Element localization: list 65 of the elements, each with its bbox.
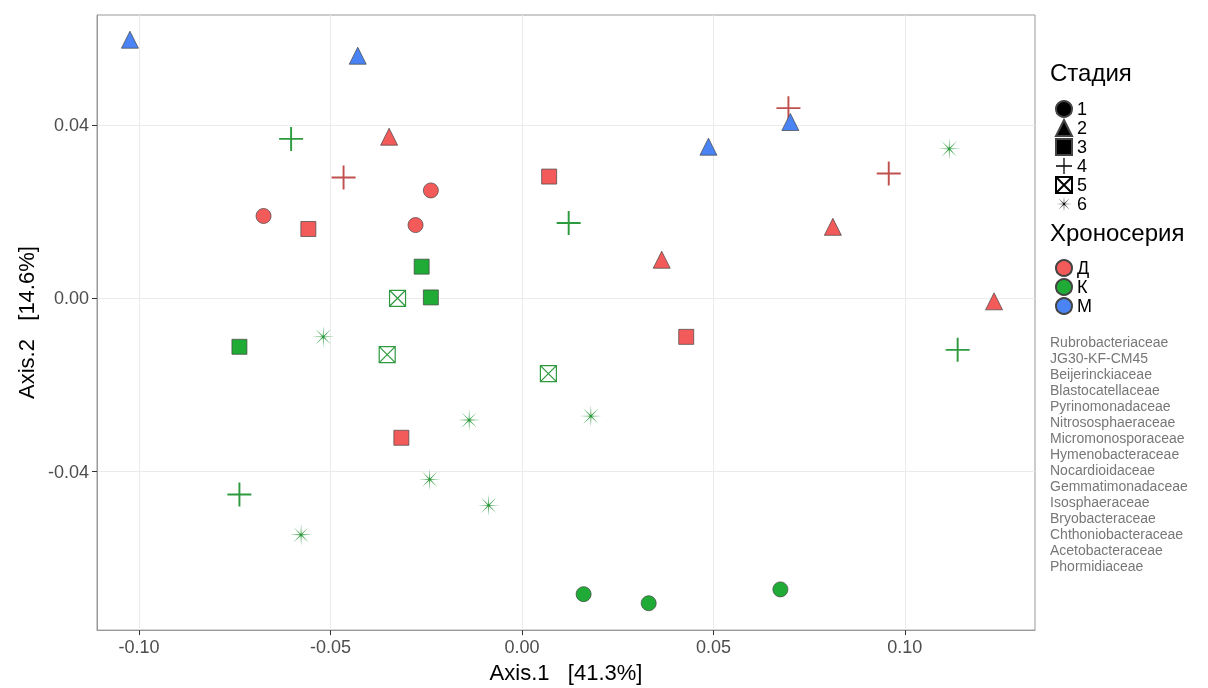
point: [699, 137, 718, 156]
text: Nitrososphaeraceae: [1050, 414, 1176, 430]
text: Pyrinomonadaceae: [1050, 398, 1171, 414]
y-axis-title: Axis.2 [14.6%]: [13, 246, 39, 399]
text: Chthoniobacteraceae: [1050, 526, 1184, 542]
x-tick-label: -0.10: [118, 637, 160, 658]
legend-label: Д: [1077, 258, 1090, 278]
point: [539, 365, 557, 383]
point: [407, 217, 424, 233]
text: JG30-KF-CM45: [1050, 350, 1149, 366]
text: Hymenobacteraceae: [1050, 446, 1180, 462]
point: [378, 346, 396, 364]
point: [556, 210, 581, 235]
point: [348, 46, 367, 65]
y-tick-label: 0.04: [53, 115, 89, 136]
legend-label: 4: [1077, 156, 1088, 176]
point: [231, 338, 248, 355]
text: Blastocatellaceae: [1050, 382, 1160, 398]
text: Стадия: [1050, 58, 1132, 86]
text: Rubrobacteriaceae: [1050, 334, 1169, 350]
legend-label: М: [1077, 296, 1092, 316]
point: [772, 581, 789, 598]
y-tick-label: -0.04: [47, 461, 89, 482]
legend-label: К: [1077, 277, 1088, 297]
legend-label: 1: [1077, 99, 1088, 119]
x-tick-label: 0.00: [504, 637, 540, 658]
point: [652, 250, 671, 269]
point: [423, 289, 439, 306]
point: [824, 217, 842, 236]
x-axis-title: Axis.1 [41.3%]: [489, 659, 643, 685]
point: [255, 208, 272, 224]
point: [393, 429, 410, 446]
point: [678, 328, 695, 345]
text: Хроносерия: [1050, 218, 1185, 246]
point: [413, 258, 430, 275]
y-tick-label: 0.00: [53, 288, 89, 309]
point: [575, 586, 592, 602]
legend-label: 6: [1077, 194, 1088, 214]
point: [945, 337, 970, 362]
point: [781, 113, 800, 131]
text: Gemmatimonadaceae: [1050, 478, 1188, 494]
point: [331, 165, 356, 190]
point: [985, 292, 1003, 311]
text: Isosphaeraceae: [1050, 494, 1150, 510]
text: Bryobacteraceae: [1050, 510, 1157, 526]
text: Phormidiaceae: [1050, 558, 1144, 574]
point: [640, 595, 657, 612]
legend-label: 5: [1077, 175, 1088, 195]
point: [300, 221, 317, 237]
text: Micromonosporaceae: [1050, 430, 1185, 446]
text: Nocardioidaceae: [1050, 462, 1156, 478]
point: [541, 168, 557, 185]
point: [380, 127, 398, 146]
point: [388, 289, 407, 307]
x-tick-label: -0.05: [310, 637, 352, 658]
point: [776, 96, 801, 121]
x-tick-label: 0.10: [887, 637, 923, 658]
text: Acetobacteraceae: [1050, 542, 1164, 558]
text: Beijerinckiaceae: [1050, 366, 1153, 382]
legend-label: 2: [1077, 118, 1088, 138]
point: [423, 182, 439, 199]
x-tick-label: 0.05: [695, 637, 731, 658]
point: [121, 30, 139, 49]
legend-label: 3: [1077, 137, 1088, 157]
point: [279, 126, 304, 151]
